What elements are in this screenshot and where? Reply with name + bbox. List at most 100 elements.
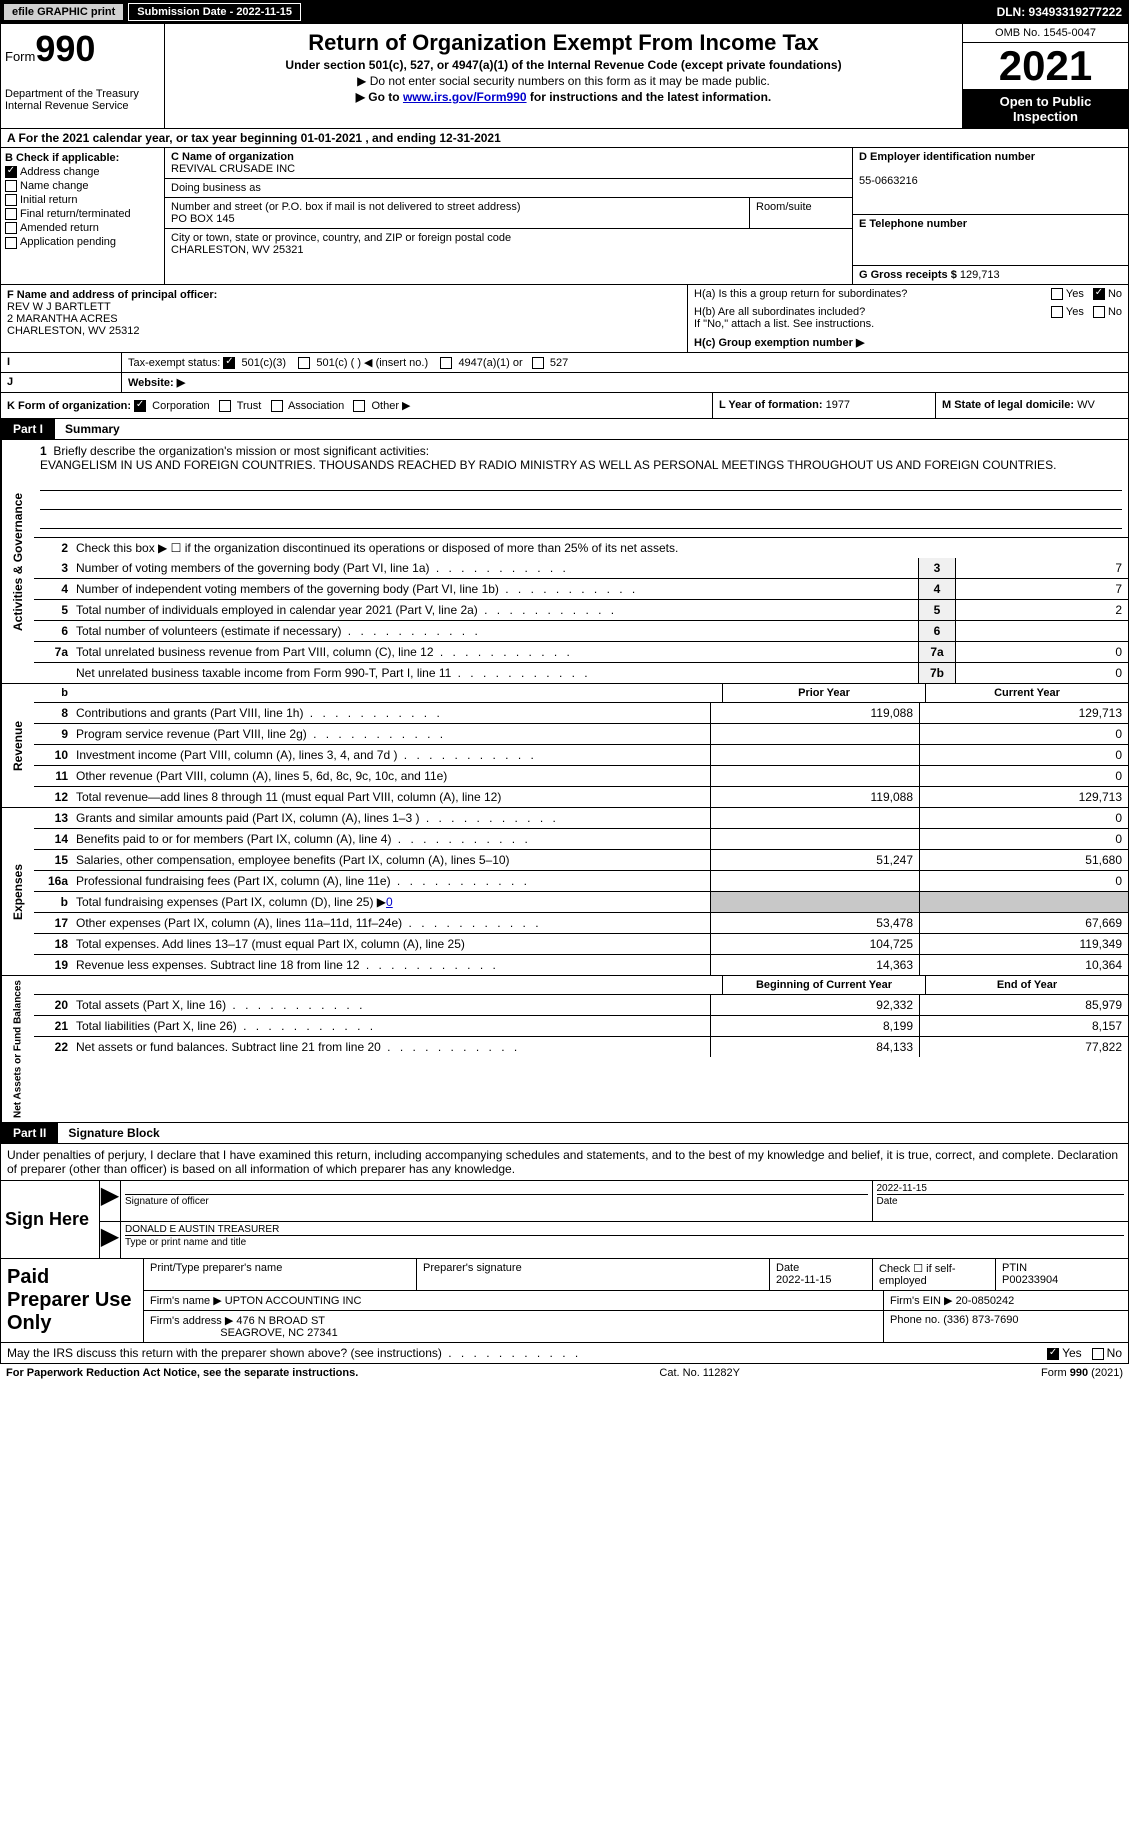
hb-yes[interactable] [1051, 306, 1063, 318]
vtab-governance: Activities & Governance [1, 440, 34, 683]
line-14: Benefits paid to or for members (Part IX… [72, 829, 710, 849]
revenue-block: Revenue b Prior Year Current Year 8Contr… [0, 684, 1129, 808]
firm-addr: Firm's address ▶ 476 N BROAD ST SEAGROVE… [144, 1311, 884, 1342]
form-number: 990 [35, 28, 95, 69]
chk-trust[interactable] [219, 400, 231, 412]
section-klm: K Form of organization: Corporation Trus… [0, 393, 1129, 419]
dba-cell: Doing business as [165, 179, 852, 198]
row-a-tax-year: A For the 2021 calendar year, or tax yea… [0, 129, 1129, 148]
line-21: Total liabilities (Part X, line 26) [72, 1016, 710, 1036]
street-cell: Number and street (or P.O. box if mail i… [165, 198, 750, 229]
check-initial-return[interactable] [5, 194, 17, 206]
check-amended[interactable] [5, 222, 17, 234]
line-7a: Total unrelated business revenue from Pa… [72, 642, 918, 662]
firm-phone: Phone no. (336) 873-7690 [884, 1311, 1128, 1342]
submission-date: Submission Date - 2022-11-15 [128, 3, 301, 21]
org-name-cell: C Name of organization REVIVAL CRUSADE I… [165, 148, 852, 179]
h-a: H(a) Is this a group return for subordin… [688, 285, 1128, 303]
check-name-change[interactable] [5, 180, 17, 192]
prep-sig: Preparer's signature [417, 1259, 770, 1290]
discuss-no[interactable] [1092, 1348, 1104, 1360]
irs-link[interactable]: www.irs.gov/Form990 [403, 90, 527, 104]
prep-name: Print/Type preparer's name [144, 1259, 417, 1290]
chk-other[interactable] [353, 400, 365, 412]
efile-print-button[interactable]: efile GRAPHIC print [3, 3, 124, 21]
line-10: Investment income (Part VIII, column (A)… [72, 745, 710, 765]
line-7b: Net unrelated business taxable income fr… [72, 663, 918, 683]
discuss-yes[interactable] [1047, 1348, 1059, 1360]
form-prefix: Form [5, 49, 35, 64]
instruct-2: ▶ Go to www.irs.gov/Form990 for instruct… [169, 90, 958, 104]
line-16b: Total fundraising expenses (Part IX, col… [72, 892, 710, 912]
line-18: Total expenses. Add lines 13–17 (must eq… [72, 934, 710, 954]
check-app-pending[interactable] [5, 237, 17, 249]
vtab-revenue: Revenue [1, 684, 34, 807]
h-c: H(c) Group exemption number ▶ [688, 333, 1128, 352]
vtab-expenses: Expenses [1, 808, 34, 975]
fundraising-link[interactable]: 0 [386, 895, 393, 909]
top-bar: efile GRAPHIC print Submission Date - 20… [0, 0, 1129, 24]
form-subtitle: Under section 501(c), 527, or 4947(a)(1)… [169, 58, 958, 72]
discuss-row: May the IRS discuss this return with the… [0, 1343, 1129, 1364]
firm-ein: Firm's EIN ▶ 20-0850242 [884, 1291, 1128, 1310]
part-2-header: Part II Signature Block [0, 1123, 1129, 1144]
line-9: Program service revenue (Part VIII, line… [72, 724, 710, 744]
dept-treasury: Department of the Treasury Internal Reve… [5, 88, 160, 112]
chk-527[interactable] [532, 357, 544, 369]
open-to-public: Open to Public Inspection [963, 89, 1128, 128]
line-4: Number of independent voting members of … [72, 579, 918, 599]
line-20: Total assets (Part X, line 16) [72, 995, 710, 1015]
chk-4947[interactable] [440, 357, 452, 369]
net-col-hdr: Beginning of Current Year End of Year [34, 976, 1128, 995]
paid-preparer-block: Paid Preparer Use Only Print/Type prepar… [0, 1259, 1129, 1343]
section-i: I Tax-exempt status: 501(c)(3) 501(c) ( … [0, 353, 1129, 373]
h-b: H(b) Are all subordinates included? Yes … [688, 303, 1128, 333]
line-2: Check this box ▶ ☐ if the organization d… [72, 538, 1128, 558]
line-5: Total number of individuals employed in … [72, 600, 918, 620]
governance-block: Activities & Governance 1 Briefly descri… [0, 440, 1129, 684]
rev-col-hdr: b Prior Year Current Year [34, 684, 1128, 703]
ein-cell: D Employer identification number 55-0663… [853, 148, 1128, 215]
line-16a: Professional fundraising fees (Part IX, … [72, 871, 710, 891]
part-1-header: Part I Summary [0, 419, 1129, 440]
prep-self-emp: Check ☐ if self-employed [873, 1259, 996, 1290]
officer-name: DONALD E AUSTIN TREASURER [125, 1224, 279, 1235]
sign-here-block: Sign Here ▶ Signature of officer 2022-11… [0, 1181, 1129, 1259]
ha-no[interactable] [1093, 288, 1105, 300]
line-17: Other expenses (Part IX, column (A), lin… [72, 913, 710, 933]
vtab-net-assets: Net Assets or Fund Balances [1, 976, 34, 1122]
check-address-change[interactable] [5, 166, 17, 178]
form-header: Form990 Department of the Treasury Inter… [0, 24, 1129, 129]
line-15: Salaries, other compensation, employee b… [72, 850, 710, 870]
hb-no[interactable] [1093, 306, 1105, 318]
chk-assoc[interactable] [271, 400, 283, 412]
section-j: J Website: ▶ [0, 373, 1129, 393]
line-3: Number of voting members of the governin… [72, 558, 918, 578]
phone-cell: E Telephone number [853, 215, 1128, 266]
dln-label: DLN: 93493319277222 [997, 5, 1122, 19]
prep-ptin: PTINP00233904 [996, 1259, 1128, 1290]
city-cell: City or town, state or province, country… [165, 229, 852, 259]
section-f-h: F Name and address of principal officer:… [0, 285, 1129, 353]
line-19: Revenue less expenses. Subtract line 18 … [72, 955, 710, 975]
check-final-return[interactable] [5, 208, 17, 220]
line-11: Other revenue (Part VIII, column (A), li… [72, 766, 710, 786]
section-b: B Check if applicable: Address change Na… [1, 148, 165, 284]
gross-cell: G Gross receipts $ 129,713 [853, 266, 1128, 284]
net-assets-block: Net Assets or Fund Balances Beginning of… [0, 976, 1129, 1123]
chk-corp[interactable] [134, 400, 146, 412]
mission: 1 Briefly describe the organization's mi… [34, 440, 1128, 538]
line-8: Contributions and grants (Part VIII, lin… [72, 703, 710, 723]
instruct-1: ▶ Do not enter social security numbers o… [169, 74, 958, 88]
expenses-block: Expenses 13Grants and similar amounts pa… [0, 808, 1129, 976]
chk-501c[interactable] [298, 357, 310, 369]
ha-yes[interactable] [1051, 288, 1063, 300]
chk-501c3[interactable] [223, 357, 235, 369]
perjury-text: Under penalties of perjury, I declare th… [0, 1144, 1129, 1181]
line-22: Net assets or fund balances. Subtract li… [72, 1037, 710, 1057]
prep-date: Date2022-11-15 [770, 1259, 873, 1290]
line-13: Grants and similar amounts paid (Part IX… [72, 808, 710, 828]
line-12: Total revenue—add lines 8 through 11 (mu… [72, 787, 710, 807]
entity-block: B Check if applicable: Address change Na… [0, 148, 1129, 285]
footer: For Paperwork Reduction Act Notice, see … [0, 1364, 1129, 1382]
